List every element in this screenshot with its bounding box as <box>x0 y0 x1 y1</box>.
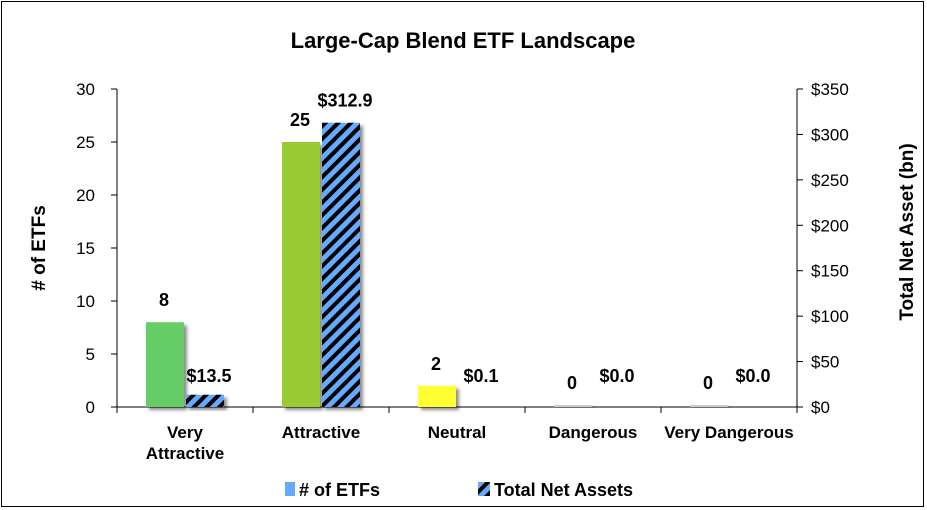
data-labels: 8 $13.5 25 $312.9 2 $0.1 0 $0.0 0 $0.0 <box>159 91 771 393</box>
y2-tick-label: $350 <box>811 80 849 99</box>
legend-swatch-assets <box>478 482 490 496</box>
axes: 051015202530$0$50$100$150$200$250$300$35… <box>76 80 849 463</box>
y2-tick-label: $200 <box>811 216 849 235</box>
chart-title: Large-Cap Blend ETF Landscape <box>291 28 636 53</box>
y-tick-label: 15 <box>76 239 95 258</box>
y-axis-title: # of ETFs <box>29 205 50 291</box>
legend-label-assets: Total Net Assets <box>494 480 633 500</box>
x-tick-label: Dangerous <box>549 423 638 442</box>
y-tick-label: 0 <box>86 398 95 417</box>
legend-swatch-etfs <box>285 482 295 496</box>
bar-etfs <box>690 405 728 407</box>
data-label-etfs: 8 <box>159 290 169 310</box>
data-label-net-assets: $13.5 <box>186 366 231 386</box>
bar-etfs <box>418 385 456 407</box>
y-tick-label: 10 <box>76 292 95 311</box>
y2-tick-label: $100 <box>811 307 849 326</box>
y2-tick-label: $150 <box>811 262 849 281</box>
y-tick-label: 30 <box>76 80 95 99</box>
y2-tick-label: $50 <box>811 353 839 372</box>
data-label-net-assets: $0.1 <box>463 366 498 386</box>
bar-net-assets <box>322 122 360 407</box>
data-label-net-assets: $312.9 <box>317 91 372 111</box>
y2-axis-title: Total Net Asset (bn) <box>897 143 918 320</box>
bars <box>146 122 728 407</box>
data-label-etfs: 0 <box>703 373 713 393</box>
y-tick-label: 20 <box>76 186 95 205</box>
legend-label-etfs: # of ETFs <box>299 480 380 500</box>
x-tick-label: Neutral <box>428 423 487 442</box>
bar-etfs <box>554 405 592 407</box>
data-label-etfs: 0 <box>567 373 577 393</box>
y-tick-label: 5 <box>86 345 95 364</box>
data-label-net-assets: $0.0 <box>735 366 770 386</box>
bar-etfs <box>282 142 320 407</box>
data-label-net-assets: $0.0 <box>599 366 634 386</box>
bar-etfs <box>146 322 184 407</box>
y2-tick-label: $0 <box>811 398 830 417</box>
data-label-etfs: 2 <box>431 354 441 374</box>
data-label-etfs: 25 <box>290 110 310 130</box>
bar-net-assets <box>186 394 224 407</box>
x-tick-label: Very Attractive <box>146 423 224 463</box>
legend: # of ETFs Total Net Assets <box>285 480 633 500</box>
x-tick-label: Very Dangerous <box>664 423 793 442</box>
y2-tick-label: $300 <box>811 125 849 144</box>
y-tick-label: 25 <box>76 133 95 152</box>
y2-tick-label: $250 <box>811 171 849 190</box>
x-tick-label: Attractive <box>282 423 360 442</box>
